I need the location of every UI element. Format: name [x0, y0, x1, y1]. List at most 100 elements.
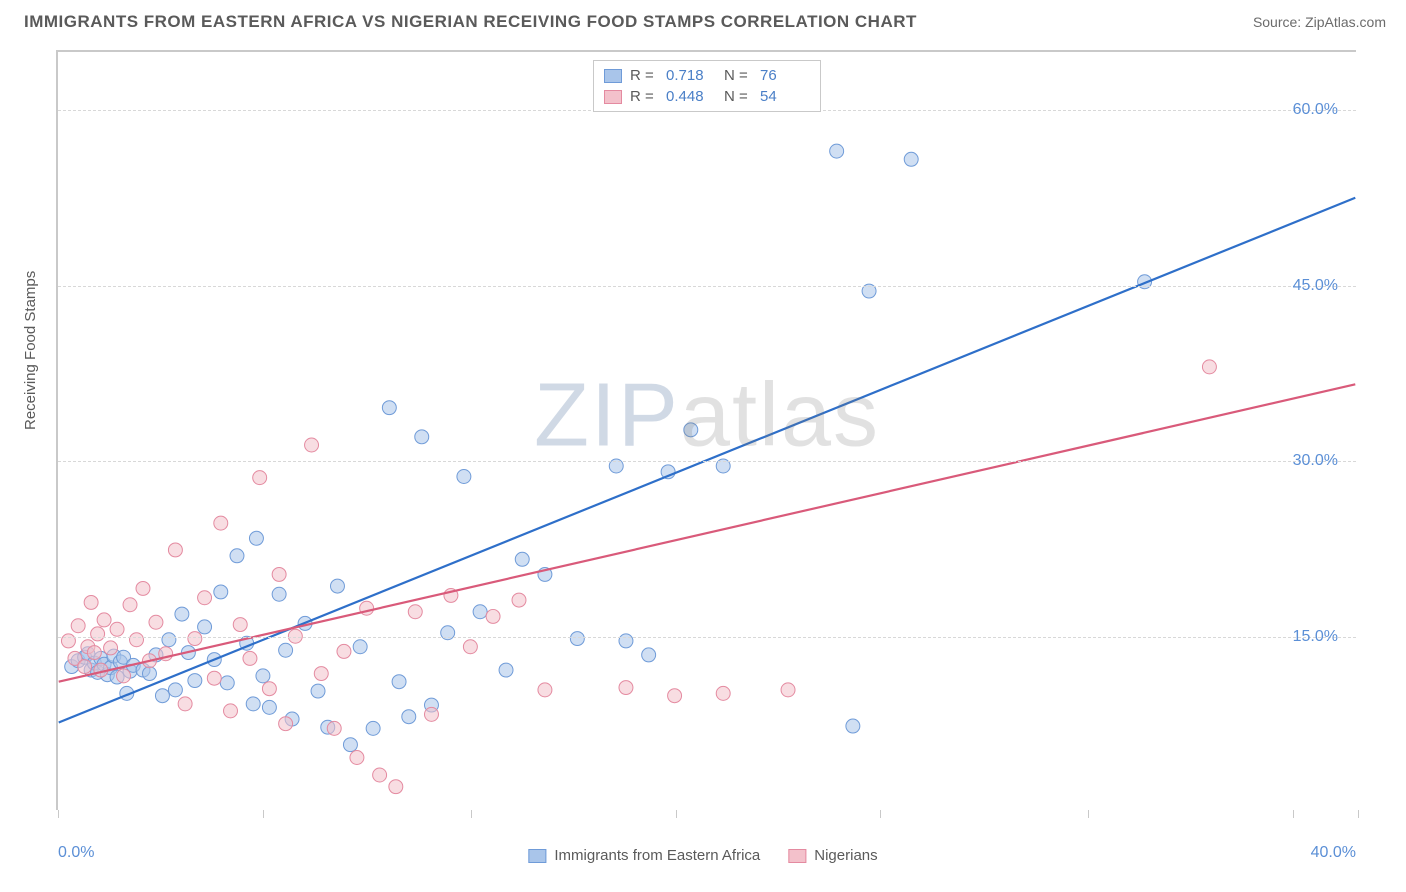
- data-point: [224, 704, 238, 718]
- data-point: [305, 438, 319, 452]
- y-tick-label: 15.0%: [1293, 628, 1338, 646]
- data-point: [130, 633, 144, 647]
- source-attribution: Source: ZipAtlas.com: [1253, 14, 1386, 30]
- scatter-svg: [58, 52, 1356, 810]
- swatch-series-2: [604, 90, 622, 104]
- source-prefix: Source:: [1253, 14, 1305, 30]
- n-value-2: 54: [760, 88, 810, 105]
- data-point: [84, 595, 98, 609]
- data-point: [253, 471, 267, 485]
- data-point: [123, 598, 137, 612]
- x-axis-max-label: 40.0%: [1311, 844, 1356, 862]
- data-point: [373, 768, 387, 782]
- data-point: [424, 707, 438, 721]
- x-tick: [1293, 810, 1294, 818]
- data-point: [441, 626, 455, 640]
- header: IMMIGRANTS FROM EASTERN AFRICA VS NIGERI…: [0, 0, 1406, 40]
- x-tick: [676, 810, 677, 818]
- data-point: [343, 738, 357, 752]
- n-value-1: 76: [760, 67, 810, 84]
- data-point: [619, 681, 633, 695]
- legend-item-2: Nigerians: [788, 847, 877, 864]
- data-point: [188, 674, 202, 688]
- data-point: [91, 627, 105, 641]
- data-point: [168, 683, 182, 697]
- data-point: [110, 622, 124, 636]
- legend-row-series-1: R = 0.718 N = 76: [604, 65, 810, 86]
- data-point: [256, 669, 270, 683]
- r-value-1: 0.718: [666, 67, 716, 84]
- data-point: [162, 633, 176, 647]
- data-point: [781, 683, 795, 697]
- data-point: [684, 423, 698, 437]
- chart-title: IMMIGRANTS FROM EASTERN AFRICA VS NIGERI…: [24, 12, 917, 32]
- data-point: [272, 567, 286, 581]
- data-point: [366, 721, 380, 735]
- data-point: [1202, 360, 1216, 374]
- x-tick: [880, 810, 881, 818]
- data-point: [230, 549, 244, 563]
- data-point: [262, 682, 276, 696]
- data-point: [136, 581, 150, 595]
- x-tick: [471, 810, 472, 818]
- n-label: N =: [724, 88, 752, 105]
- x-tick: [1358, 810, 1359, 818]
- data-point: [327, 721, 341, 735]
- gridline: [58, 461, 1356, 462]
- data-point: [642, 648, 656, 662]
- data-point: [350, 751, 364, 765]
- r-label: R =: [630, 88, 658, 105]
- swatch-series-1: [528, 849, 546, 863]
- regression-line: [59, 198, 1356, 723]
- data-point: [512, 593, 526, 607]
- data-point: [78, 660, 92, 674]
- series-legend: Immigrants from Eastern Africa Nigerians: [528, 847, 877, 864]
- x-axis-min-label: 0.0%: [58, 844, 94, 862]
- data-point: [463, 640, 477, 654]
- data-point: [149, 615, 163, 629]
- x-tick: [1088, 810, 1089, 818]
- data-point: [538, 683, 552, 697]
- data-point: [716, 686, 730, 700]
- swatch-series-1: [604, 69, 622, 83]
- data-point: [337, 644, 351, 658]
- data-point: [330, 579, 344, 593]
- data-point: [904, 152, 918, 166]
- correlation-legend: R = 0.718 N = 76 R = 0.448 N = 54: [593, 60, 821, 112]
- data-point: [233, 618, 247, 632]
- data-point: [155, 689, 169, 703]
- legend-item-1: Immigrants from Eastern Africa: [528, 847, 760, 864]
- data-point: [71, 619, 85, 633]
- data-point: [198, 591, 212, 605]
- n-label: N =: [724, 67, 752, 84]
- data-point: [846, 719, 860, 733]
- data-point: [570, 632, 584, 646]
- data-point: [246, 697, 260, 711]
- data-point: [668, 689, 682, 703]
- data-point: [220, 676, 234, 690]
- data-point: [499, 663, 513, 677]
- data-point: [249, 531, 263, 545]
- data-point: [408, 605, 422, 619]
- data-point: [207, 671, 221, 685]
- gridline: [58, 637, 1356, 638]
- legend-row-series-2: R = 0.448 N = 54: [604, 86, 810, 107]
- source-link[interactable]: ZipAtlas.com: [1305, 14, 1386, 30]
- data-point: [142, 667, 156, 681]
- data-point: [392, 675, 406, 689]
- data-point: [830, 144, 844, 158]
- data-point: [214, 516, 228, 530]
- data-point: [457, 469, 471, 483]
- data-point: [515, 552, 529, 566]
- data-point: [314, 667, 328, 681]
- data-point: [97, 613, 111, 627]
- data-point: [87, 646, 101, 660]
- swatch-series-2: [788, 849, 806, 863]
- chart-plot-area: R = 0.718 N = 76 R = 0.448 N = 54 ZIPatl…: [56, 50, 1356, 810]
- y-tick-label: 45.0%: [1293, 277, 1338, 295]
- data-point: [389, 780, 403, 794]
- data-point: [415, 430, 429, 444]
- x-tick: [263, 810, 264, 818]
- data-point: [279, 717, 293, 731]
- data-point: [178, 697, 192, 711]
